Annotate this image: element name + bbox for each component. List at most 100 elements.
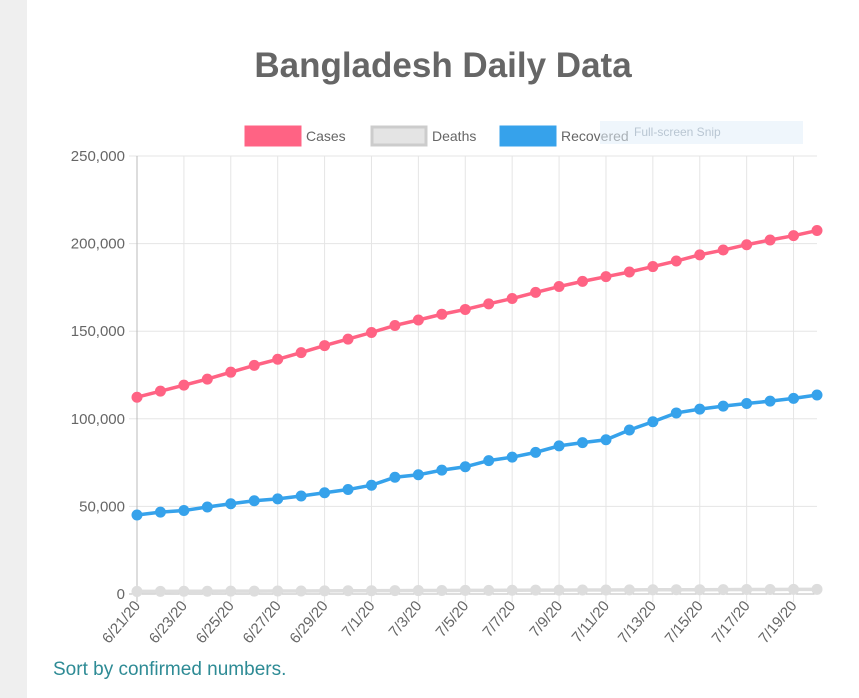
data-point[interactable]	[553, 281, 565, 293]
data-point[interactable]	[577, 275, 589, 287]
data-point[interactable]	[154, 506, 166, 518]
data-point[interactable]	[788, 392, 800, 404]
data-point[interactable]	[741, 398, 753, 410]
data-point[interactable]	[670, 407, 682, 419]
data-point[interactable]	[436, 464, 448, 476]
data-point[interactable]	[694, 403, 706, 415]
data-point[interactable]	[530, 584, 542, 596]
data-point[interactable]	[483, 455, 495, 467]
data-point[interactable]	[553, 440, 565, 452]
data-point[interactable]	[577, 437, 589, 449]
data-point[interactable]	[483, 298, 495, 310]
data-point[interactable]	[459, 303, 471, 315]
content-card	[27, 0, 859, 698]
data-point[interactable]	[788, 230, 800, 242]
data-point[interactable]	[459, 584, 471, 596]
legend-item-deaths[interactable]: Deaths	[370, 125, 476, 147]
data-point[interactable]	[131, 585, 143, 597]
data-point[interactable]	[506, 451, 518, 463]
data-point[interactable]	[295, 585, 307, 597]
data-point[interactable]	[389, 319, 401, 331]
data-point[interactable]	[225, 585, 237, 597]
data-point[interactable]	[365, 479, 377, 491]
data-point[interactable]	[389, 585, 401, 597]
data-point[interactable]	[553, 584, 565, 596]
x-tick-label: 7/19/20	[755, 598, 800, 647]
data-point[interactable]	[412, 314, 424, 326]
data-point[interactable]	[295, 490, 307, 502]
data-point[interactable]	[506, 584, 518, 596]
data-point[interactable]	[225, 366, 237, 378]
data-point[interactable]	[647, 416, 659, 428]
data-point[interactable]	[647, 584, 659, 596]
data-point[interactable]	[272, 493, 284, 505]
data-point[interactable]	[811, 389, 823, 401]
data-point[interactable]	[600, 584, 612, 596]
data-point[interactable]	[436, 308, 448, 320]
data-point[interactable]	[670, 255, 682, 267]
data-point[interactable]	[154, 385, 166, 397]
data-point[interactable]	[248, 585, 260, 597]
data-point[interactable]	[764, 395, 776, 407]
data-point[interactable]	[764, 583, 776, 595]
data-point[interactable]	[694, 249, 706, 261]
data-point[interactable]	[600, 271, 612, 283]
series-deaths	[131, 583, 823, 597]
data-point[interactable]	[295, 347, 307, 359]
data-point[interactable]	[248, 495, 260, 507]
data-point[interactable]	[506, 293, 518, 305]
data-point[interactable]	[319, 487, 331, 499]
data-point[interactable]	[483, 584, 495, 596]
data-point[interactable]	[811, 225, 823, 237]
data-point[interactable]	[717, 584, 729, 596]
data-point[interactable]	[319, 340, 331, 352]
data-point[interactable]	[342, 585, 354, 597]
data-point[interactable]	[694, 584, 706, 596]
data-point[interactable]	[741, 239, 753, 251]
snip-overlay: Full-screen Snip	[600, 121, 803, 144]
data-point[interactable]	[412, 469, 424, 481]
data-point[interactable]	[272, 585, 284, 597]
legend-item-cases[interactable]: Cases	[244, 125, 346, 147]
data-point[interactable]	[201, 501, 213, 513]
data-point[interactable]	[623, 266, 635, 278]
data-point[interactable]	[131, 391, 143, 403]
data-point[interactable]	[459, 461, 471, 473]
data-point[interactable]	[670, 584, 682, 596]
data-point[interactable]	[412, 585, 424, 597]
data-point[interactable]	[201, 373, 213, 385]
data-point[interactable]	[436, 585, 448, 597]
data-point[interactable]	[154, 585, 166, 597]
data-point[interactable]	[131, 509, 143, 521]
data-point[interactable]	[623, 424, 635, 436]
data-point[interactable]	[717, 244, 729, 256]
data-point[interactable]	[577, 584, 589, 596]
data-point[interactable]	[342, 333, 354, 345]
data-point[interactable]	[178, 585, 190, 597]
data-point[interactable]	[201, 585, 213, 597]
data-point[interactable]	[342, 484, 354, 496]
data-point[interactable]	[647, 261, 659, 273]
data-point[interactable]	[225, 498, 237, 510]
x-tick-label: 7/7/20	[479, 598, 519, 641]
data-point[interactable]	[365, 326, 377, 338]
data-point[interactable]	[530, 446, 542, 458]
data-point[interactable]	[788, 583, 800, 595]
data-point[interactable]	[389, 471, 401, 483]
data-point[interactable]	[178, 379, 190, 391]
data-point[interactable]	[600, 434, 612, 446]
data-point[interactable]	[764, 234, 776, 246]
data-point[interactable]	[741, 584, 753, 596]
data-point[interactable]	[178, 505, 190, 517]
data-point[interactable]	[623, 584, 635, 596]
data-point[interactable]	[272, 353, 284, 365]
legend-label: Cases	[306, 128, 346, 144]
data-point[interactable]	[811, 583, 823, 595]
y-tick-label: 250,000	[71, 148, 125, 165]
sort-by-confirmed-link[interactable]: Sort by confirmed numbers.	[53, 659, 287, 680]
data-point[interactable]	[717, 400, 729, 412]
data-point[interactable]	[248, 359, 260, 371]
data-point[interactable]	[365, 585, 377, 597]
data-point[interactable]	[319, 585, 331, 597]
data-point[interactable]	[530, 286, 542, 298]
